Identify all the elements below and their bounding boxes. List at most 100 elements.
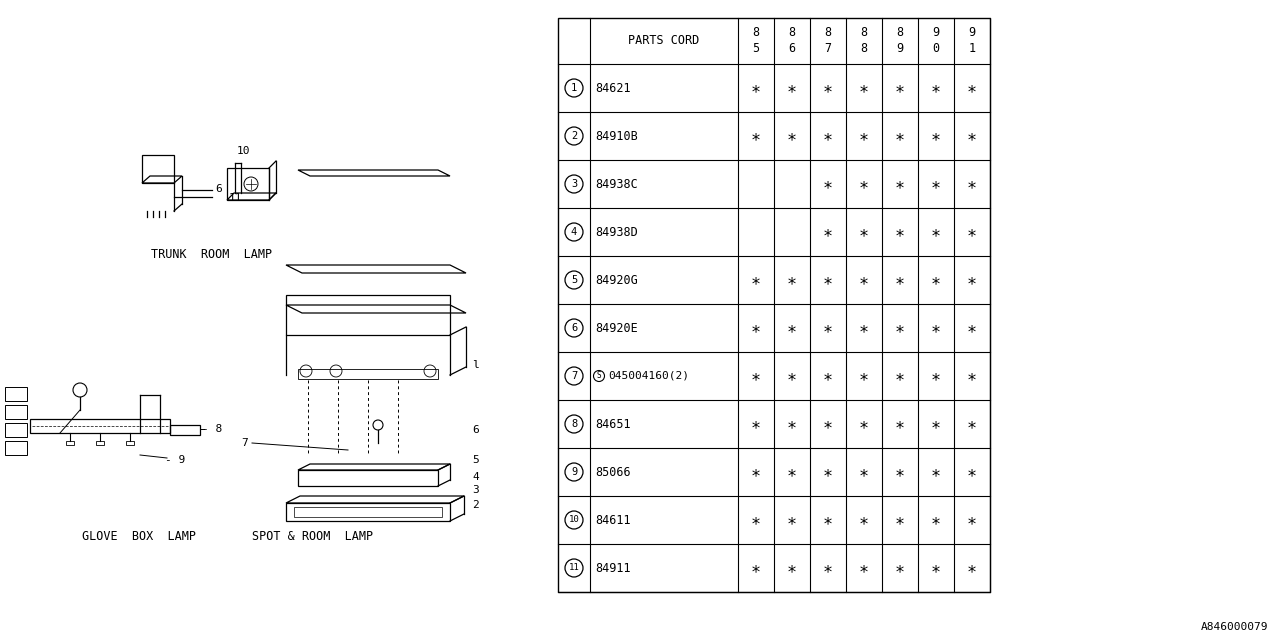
Text: ∗: ∗ (859, 223, 869, 241)
Text: PARTS CORD: PARTS CORD (628, 35, 700, 47)
Text: 9: 9 (932, 26, 940, 40)
Text: 8: 8 (896, 26, 904, 40)
Text: ∗: ∗ (895, 415, 905, 433)
Text: ∗: ∗ (931, 511, 941, 529)
Text: ∗: ∗ (823, 319, 833, 337)
Text: ∗: ∗ (895, 511, 905, 529)
Text: ∗: ∗ (895, 79, 905, 97)
Text: GLOVE  BOX  LAMP: GLOVE BOX LAMP (82, 530, 196, 543)
Text: ∗: ∗ (751, 511, 762, 529)
Text: ∗: ∗ (787, 319, 797, 337)
Text: ∗: ∗ (787, 271, 797, 289)
Text: 10: 10 (568, 515, 580, 525)
Text: 1: 1 (969, 42, 975, 56)
Bar (298, 369, 438, 379)
Text: 0: 0 (932, 42, 940, 56)
Text: ∗: ∗ (966, 319, 977, 337)
Bar (142, 155, 174, 183)
Text: ∗: ∗ (966, 415, 977, 433)
Bar (5, 387, 27, 401)
Text: 3: 3 (472, 485, 479, 495)
Text: ∗: ∗ (751, 271, 762, 289)
Text: ∗: ∗ (931, 127, 941, 145)
Text: ∗: ∗ (787, 463, 797, 481)
Bar (5, 423, 27, 437)
Text: 84938C: 84938C (595, 177, 637, 191)
Text: ∗: ∗ (823, 223, 833, 241)
Text: ∗: ∗ (931, 463, 941, 481)
Bar (294, 507, 442, 517)
Text: ∗: ∗ (966, 223, 977, 241)
Text: ∗: ∗ (859, 175, 869, 193)
Text: ∗: ∗ (751, 367, 762, 385)
Text: ∗: ∗ (787, 511, 797, 529)
Text: ∗: ∗ (823, 175, 833, 193)
Text: 7: 7 (824, 42, 832, 56)
Text: ∗: ∗ (751, 415, 762, 433)
Text: 84611: 84611 (595, 513, 631, 527)
Text: 7: 7 (241, 438, 248, 448)
Text: ∗: ∗ (787, 127, 797, 145)
Text: 7: 7 (571, 371, 577, 381)
Text: ∗: ∗ (931, 223, 941, 241)
Text: 84651: 84651 (595, 417, 631, 431)
Text: ∗: ∗ (966, 271, 977, 289)
Text: ∗: ∗ (895, 463, 905, 481)
Text: 5: 5 (472, 455, 479, 465)
Bar (298, 470, 438, 486)
Text: ∗: ∗ (895, 367, 905, 385)
Text: 2: 2 (472, 500, 479, 510)
Text: 6: 6 (215, 184, 221, 194)
Text: ∗: ∗ (931, 175, 941, 193)
Text: 5: 5 (571, 275, 577, 285)
Text: ∗: ∗ (966, 175, 977, 193)
Text: ∗: ∗ (966, 79, 977, 97)
Text: 8: 8 (860, 42, 868, 56)
Text: l: l (472, 360, 479, 370)
Text: ∗: ∗ (966, 463, 977, 481)
Bar (29, 419, 170, 433)
Text: 8: 8 (860, 26, 868, 40)
Text: ∗: ∗ (787, 415, 797, 433)
Text: ∗: ∗ (966, 511, 977, 529)
Text: 85066: 85066 (595, 465, 631, 479)
Text: ∗: ∗ (859, 511, 869, 529)
Text: ∗: ∗ (859, 79, 869, 97)
Text: 1: 1 (571, 83, 577, 93)
Text: S: S (596, 371, 602, 381)
Text: ∗: ∗ (895, 319, 905, 337)
Text: ∗: ∗ (823, 127, 833, 145)
Text: ∗: ∗ (895, 271, 905, 289)
Text: ∗: ∗ (859, 271, 869, 289)
Text: 5: 5 (753, 42, 759, 56)
Bar (285, 503, 451, 521)
Text: ∗: ∗ (859, 463, 869, 481)
Text: 84910B: 84910B (595, 129, 637, 143)
Text: 6: 6 (571, 323, 577, 333)
Text: 045004160(2): 045004160(2) (608, 371, 689, 381)
Text: ∗: ∗ (823, 559, 833, 577)
Text: ∗: ∗ (751, 559, 762, 577)
Text: ∗: ∗ (751, 463, 762, 481)
Text: A846000079: A846000079 (1201, 622, 1268, 632)
Text: 84920E: 84920E (595, 321, 637, 335)
Text: 3: 3 (571, 179, 577, 189)
Text: ∗: ∗ (895, 175, 905, 193)
Text: 11: 11 (229, 193, 242, 203)
Bar (5, 441, 27, 455)
Text: ∗: ∗ (823, 511, 833, 529)
Text: ∗: ∗ (823, 463, 833, 481)
Text: 8: 8 (788, 26, 796, 40)
Text: 8: 8 (571, 419, 577, 429)
Text: ∗: ∗ (859, 559, 869, 577)
Text: - 9: - 9 (165, 455, 186, 465)
Text: ∗: ∗ (931, 271, 941, 289)
Text: ∗: ∗ (823, 415, 833, 433)
Text: 10: 10 (237, 146, 251, 156)
Text: ∗: ∗ (966, 127, 977, 145)
Text: ∗: ∗ (859, 367, 869, 385)
Text: TRUNK  ROOM  LAMP: TRUNK ROOM LAMP (151, 248, 273, 261)
Text: ∗: ∗ (823, 271, 833, 289)
Bar (170, 425, 200, 435)
Text: ∗: ∗ (966, 559, 977, 577)
